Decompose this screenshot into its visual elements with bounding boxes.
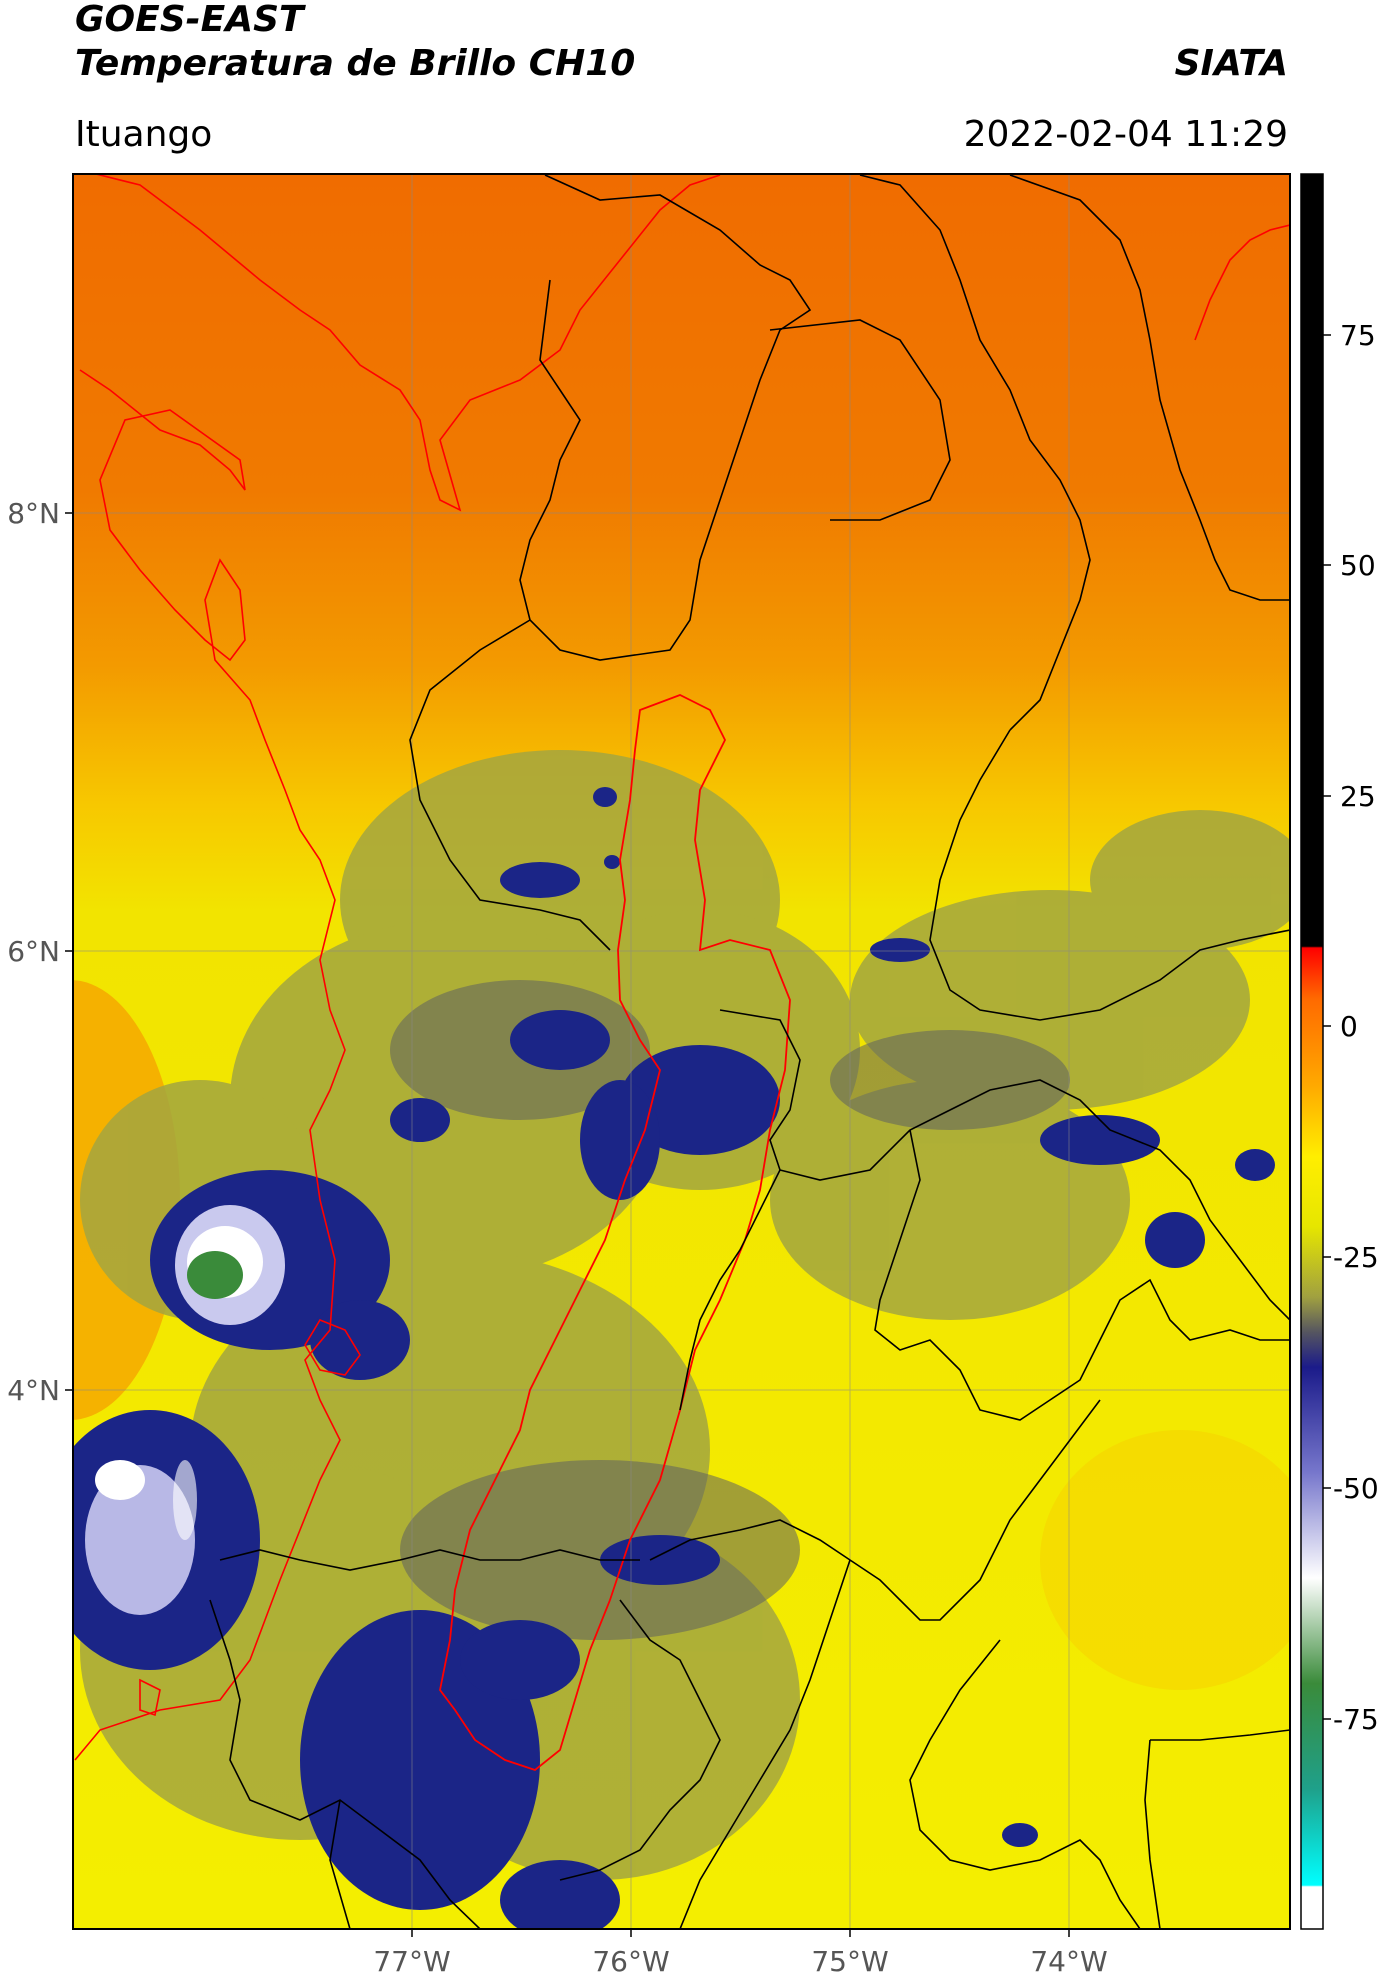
colorbar-tick-neg50: -50	[1333, 1472, 1379, 1505]
coastline	[74, 369, 346, 1761]
colorbar	[1300, 173, 1324, 1930]
lat-tick-4n: 4°N	[7, 1374, 60, 1407]
colorbar-tick-50: 50	[1340, 549, 1376, 582]
map-frame	[72, 173, 1291, 1930]
colorbar-tick-75: 75	[1340, 319, 1376, 352]
location-label: Ituango	[75, 114, 213, 155]
title-line1: GOES-EAST	[75, 0, 304, 40]
colorbar-tick-neg75: -75	[1333, 1703, 1379, 1736]
lon-tick-77w: 77°W	[373, 1945, 450, 1978]
colorbar-tick-0: 0	[1340, 1010, 1358, 1043]
lon-tick-76w: 76°W	[592, 1945, 669, 1978]
brand-label: SIATA	[1174, 43, 1288, 84]
cold-cloud-tops	[85, 1205, 285, 1615]
admin-borders	[209, 174, 1290, 1929]
colorbar-tick-25: 25	[1340, 780, 1376, 813]
graticule	[73, 174, 1290, 1929]
basin-outline	[439, 694, 791, 1772]
colorbar-tick-neg25: -25	[1333, 1241, 1379, 1274]
lat-tick-6n: 6°N	[7, 935, 60, 968]
deep-convection	[73, 787, 1275, 1929]
datetime-label: 2022-02-04 11:29	[963, 114, 1288, 155]
lat-tick-8n: 8°N	[7, 497, 60, 530]
lon-tick-75w: 75°W	[811, 1945, 888, 1978]
lon-tick-74w: 74°W	[1030, 1945, 1107, 1978]
title-line2: Temperatura de Brillo CH10	[75, 43, 636, 84]
